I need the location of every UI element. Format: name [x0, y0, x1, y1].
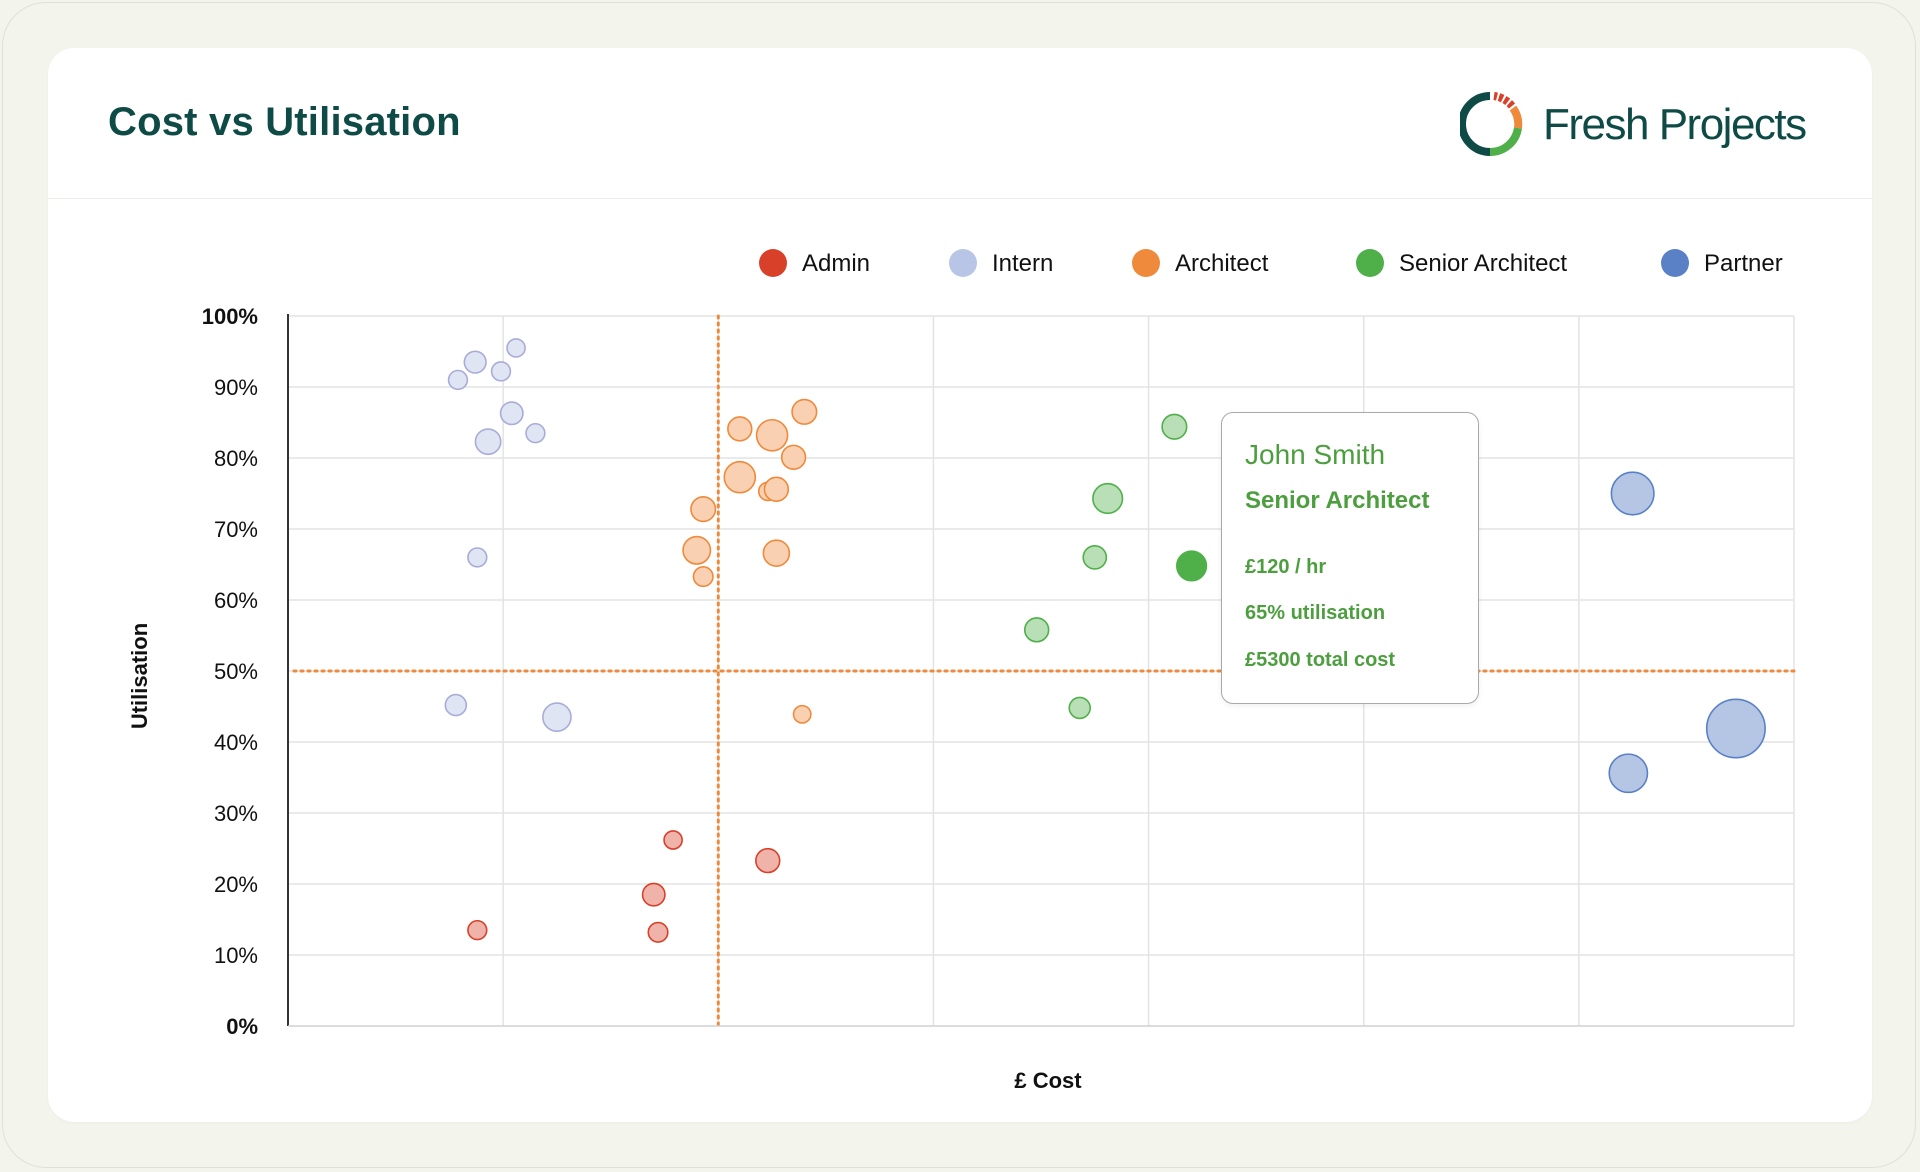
legend-label-senior-architect: Senior Architect: [1399, 250, 1567, 277]
intern-point: [499, 401, 524, 426]
legend-label-architect: Architect: [1175, 250, 1269, 277]
architect-point: [791, 398, 818, 425]
senior-architect-point: [1068, 696, 1092, 720]
intern-point: [474, 428, 502, 456]
y-tick-label: 10%: [214, 943, 258, 968]
senior-architect-point: [1161, 413, 1188, 440]
admin-point: [467, 919, 488, 941]
y-axis-title: Utilisation: [127, 623, 152, 729]
architect-point: [763, 476, 790, 502]
y-tick-label: 0%: [226, 1014, 258, 1039]
y-tick-label: 50%: [214, 659, 258, 684]
intern-point: [525, 422, 546, 444]
partner-point: [1608, 753, 1649, 794]
y-tick-label: 30%: [214, 801, 258, 826]
logo-ring-icon: [1460, 92, 1523, 157]
architect-point: [690, 496, 717, 523]
x-axis-title: £ Cost: [1014, 1068, 1082, 1093]
legend-swatch-intern: [949, 249, 977, 277]
chart-grid: [288, 315, 1795, 1026]
chart-points: [444, 338, 1766, 943]
legend-swatch-architect: [1132, 249, 1160, 277]
intern-point: [490, 361, 512, 382]
architect-point: [755, 418, 789, 452]
intern-point: [467, 547, 488, 568]
admin-point: [663, 830, 683, 850]
y-tick-label: 40%: [214, 730, 258, 755]
legend-label-admin: Admin: [802, 250, 870, 277]
architect-point: [682, 535, 712, 565]
architect-point: [692, 566, 714, 588]
partner-point: [1610, 471, 1655, 516]
intern-point: [463, 350, 487, 374]
senior-architect-point: [1092, 482, 1124, 515]
senior-architect-point: [1023, 617, 1050, 643]
page-title: Cost vs Utilisation: [108, 100, 461, 144]
tooltip-name: John Smith: [1245, 439, 1386, 470]
senior-architect-point: [1175, 550, 1208, 582]
tooltip-rate: £120 / hr: [1245, 556, 1327, 578]
legend-label-intern: Intern: [992, 250, 1053, 277]
y-tick-label: 60%: [214, 588, 258, 613]
architect-point: [780, 444, 807, 471]
y-tick-label: 90%: [214, 375, 258, 400]
architect-point: [762, 539, 791, 567]
tooltip-total-cost: £5300 total cost: [1245, 649, 1396, 671]
reference-lines: [292, 314, 1796, 1028]
legend-label-partner: Partner: [1704, 250, 1783, 277]
chart-card: Cost vs Utilisation Fresh Projects: [48, 48, 1872, 1122]
intern-point: [542, 702, 572, 733]
tooltip-role: Senior Architect: [1245, 487, 1430, 514]
architect-point: [792, 704, 812, 724]
brand-logo[interactable]: Fresh Projects: [1460, 88, 1820, 168]
admin-point: [641, 882, 666, 907]
senior-architect-point: [1082, 545, 1108, 570]
chart-axes: 0% 10% 20% 30% 40% 50% 60% 70% 80% 90% 100%: [202, 304, 1794, 1039]
brand-name: Fresh Projects: [1543, 100, 1807, 149]
legend-swatch-admin: [759, 249, 787, 277]
tooltip-utilisation: 65% utilisation: [1245, 602, 1386, 624]
intern-point: [506, 338, 526, 358]
legend-swatch-partner: [1661, 249, 1689, 277]
chart-legend: Admin Intern Architect Senior Architect Part…: [759, 249, 1783, 277]
y-tick-label: 80%: [214, 446, 258, 471]
architect-point: [727, 416, 753, 442]
admin-point: [755, 847, 781, 874]
y-tick-label: 100%: [202, 304, 258, 329]
intern-point: [447, 369, 469, 391]
partner-point: [1705, 698, 1766, 759]
admin-point: [647, 921, 669, 943]
y-tick-label: 70%: [214, 517, 258, 542]
legend-swatch-senior-architect: [1356, 249, 1384, 277]
data-tooltip: John Smith Senior Architect £120 / hr 65…: [1221, 412, 1479, 704]
card-header: Cost vs Utilisation Fresh Projects: [48, 48, 1872, 199]
y-tick-label: 20%: [214, 872, 258, 897]
architect-point: [723, 460, 757, 494]
intern-point: [444, 693, 468, 717]
